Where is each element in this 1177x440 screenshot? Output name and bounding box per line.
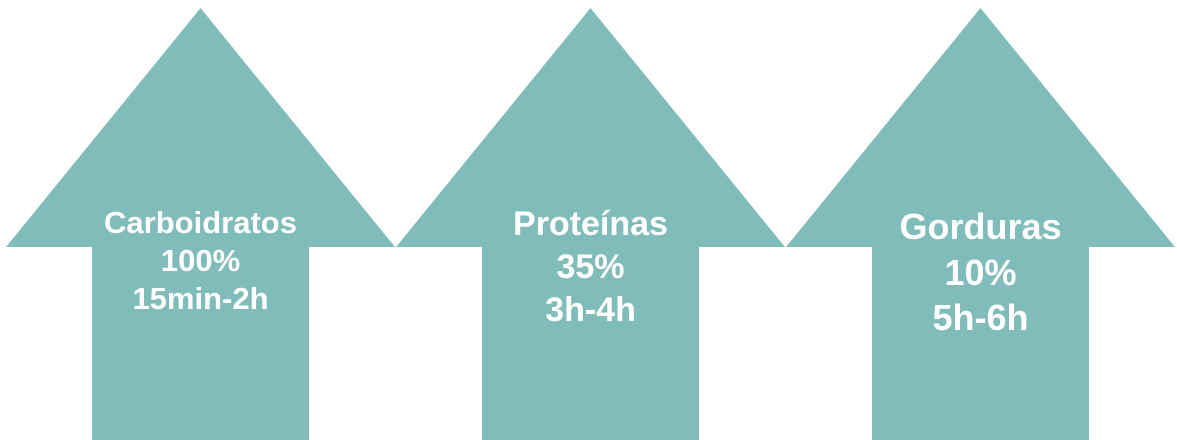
arrow-text-block: Gorduras 10% 5h-6h [786,204,1175,341]
up-arrow-icon [786,8,1175,440]
arrow-time: 15min-2h [132,280,269,316]
arrow-percent: 35% [556,247,625,286]
up-arrow-icon [396,8,785,440]
arrow-time: 3h-4h [545,290,636,329]
up-arrow-icon [6,8,395,440]
arrow-label: Gorduras [899,206,1062,247]
arrow-label: Proteínas [513,205,668,243]
fats-arrow: Gorduras 10% 5h-6h [786,0,1175,440]
proteins-arrow: Proteínas 35% 3h-4h [396,0,785,440]
carbohydrates-arrow: Carboidratos 100% 15min-2h [6,0,395,440]
arrow-percent: 100% [160,242,241,278]
arrow-time: 5h-6h [932,297,1029,339]
arrow-text-block: Carboidratos 100% 15min-2h [6,204,395,317]
arrow-text-block: Proteínas 35% 3h-4h [396,203,785,331]
arrow-percent: 10% [944,251,1017,293]
arrow-label: Carboidratos [104,205,297,240]
